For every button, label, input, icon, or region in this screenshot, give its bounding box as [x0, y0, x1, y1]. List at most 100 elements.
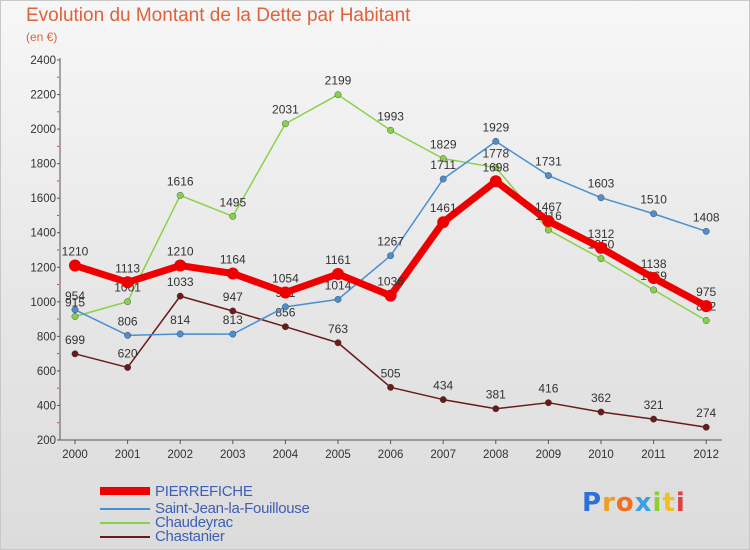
data-label-chastanier: 620	[118, 346, 138, 360]
x-tick-label: 2005	[325, 449, 351, 461]
data-label-pierrefiche: 1164	[220, 252, 246, 266]
data-point-pierrefiche	[384, 289, 397, 302]
data-point-pierrefiche	[174, 259, 187, 272]
data-label-saint-jean-la-fouillouse: 1711	[430, 158, 456, 172]
data-point-chaudeyrac	[545, 226, 552, 234]
data-label-saint-jean-la-fouillouse: 1731	[535, 155, 562, 169]
logo-letter: P	[582, 488, 603, 518]
legend-label-chaudeyrac: Chaudeyrac	[155, 514, 233, 531]
data-point-chaudeyrac	[281, 120, 289, 128]
data-point-pierrefiche	[542, 215, 555, 228]
data-label-chastanier: 434	[433, 379, 453, 393]
x-tick-label: 2012	[693, 449, 719, 461]
data-point-pierrefiche	[226, 267, 239, 280]
data-point-chastanier	[702, 423, 710, 431]
data-label-chaudeyrac: 915	[65, 296, 85, 310]
data-label-pierrefiche: 1698	[482, 160, 509, 174]
data-point-saint-jean-la-fouillouse	[71, 306, 79, 314]
legend-swatch-saint-jean	[100, 508, 150, 510]
legend-label-chastanier: Chastanier	[155, 528, 225, 545]
data-label-pierrefiche: 1210	[167, 245, 194, 259]
logo-letter: i	[652, 488, 663, 518]
y-tick-label: 800	[37, 331, 56, 343]
data-point-chaudeyrac	[124, 298, 132, 306]
data-label-chaudeyrac: 2031	[272, 103, 299, 117]
data-point-saint-jean-la-fouillouse	[439, 175, 447, 183]
legend-item-saint-jean: Saint-Jean-la-Fouillouse	[100, 500, 400, 517]
data-point-chaudeyrac	[439, 155, 447, 163]
data-label-pierrefiche: 1461	[430, 201, 457, 215]
x-tick-label: 2004	[273, 449, 299, 461]
chart-subtitle: (en €)	[26, 30, 58, 44]
data-label-saint-jean-la-fouillouse: 814	[170, 313, 190, 327]
data-point-chastanier	[281, 323, 289, 331]
data-label-chaudeyrac: 1778	[482, 146, 509, 160]
y-tick-label: 1200	[30, 262, 56, 274]
data-label-pierrefiche: 1138	[641, 257, 667, 271]
logo-letter: o	[615, 488, 635, 518]
data-point-pierrefiche	[332, 268, 344, 281]
y-tick-label: 2400	[30, 55, 56, 67]
x-tick-label: 2009	[536, 449, 562, 461]
y-tick-label: 1400	[30, 228, 56, 240]
data-label-pierrefiche: 1036	[377, 275, 404, 289]
legend-label-pierrefiche: PIERREFICHE	[155, 483, 253, 500]
data-label-pierrefiche: 1054	[272, 271, 299, 285]
data-point-chastanier	[387, 383, 394, 391]
y-tick-label: 1600	[30, 193, 56, 205]
data-point-saint-jean-la-fouillouse	[597, 194, 605, 202]
chart-title: Evolution du Montant de la Dette par Hab…	[26, 5, 411, 26]
legend-item-pierrefiche: PIERREFICHE	[100, 483, 400, 500]
legend-swatch-chaudeyrac	[100, 522, 150, 524]
data-label-chastanier: 505	[381, 366, 401, 380]
data-point-pierrefiche	[121, 276, 134, 289]
data-point-pierrefiche	[489, 175, 502, 188]
data-point-chaudeyrac	[176, 192, 184, 199]
data-point-chaudeyrac	[702, 317, 710, 324]
x-tick-label: 2008	[483, 449, 509, 461]
data-point-pierrefiche	[279, 286, 292, 299]
legend-swatch-pierrefiche	[100, 487, 150, 495]
logo-letter: t	[662, 488, 676, 518]
y-tick-label: 1800	[30, 159, 56, 171]
data-point-saint-jean-la-fouillouse	[702, 227, 710, 235]
data-label-chaudeyrac: 1616	[167, 174, 194, 188]
data-label-saint-jean-la-fouillouse: 954	[65, 289, 85, 303]
legend-label-saint-jean: Saint-Jean-la-Fouillouse	[155, 500, 310, 517]
y-tick-label: 600	[37, 366, 56, 378]
data-point-saint-jean-la-fouillouse	[650, 210, 657, 218]
y-tick-label: 1000	[30, 297, 56, 309]
logo-letter: i	[675, 488, 686, 518]
data-label-chastanier: 699	[65, 333, 85, 347]
data-label-saint-jean-la-fouillouse: 813	[223, 313, 243, 327]
data-point-chastanier	[334, 339, 342, 347]
data-label-chastanier: 947	[223, 290, 243, 304]
data-label-saint-jean-la-fouillouse: 806	[118, 314, 138, 328]
x-tick-label: 2001	[115, 449, 141, 461]
data-point-saint-jean-la-fouillouse	[545, 172, 552, 179]
data-point-chastanier	[71, 350, 79, 358]
data-point-pierrefiche	[69, 259, 81, 272]
data-point-pierrefiche	[700, 300, 713, 313]
legend-item-chastanier: Chastanier	[100, 528, 400, 545]
x-tick-label: 2010	[588, 449, 614, 461]
legend-swatch-chastanier	[100, 536, 150, 538]
data-label-saint-jean-la-fouillouse: 1014	[325, 278, 352, 292]
data-point-pierrefiche	[437, 216, 450, 229]
data-point-chastanier	[176, 292, 184, 300]
data-point-chastanier	[229, 307, 237, 315]
x-tick-label: 2002	[167, 449, 193, 461]
data-point-saint-jean-la-fouillouse	[229, 330, 237, 338]
data-point-chastanier	[124, 364, 132, 371]
data-label-saint-jean-la-fouillouse: 1510	[640, 193, 667, 207]
data-label-pierrefiche: 975	[696, 285, 716, 299]
data-point-chaudeyrac	[387, 126, 394, 134]
data-point-chastanier	[597, 408, 605, 416]
data-point-saint-jean-la-fouillouse	[176, 330, 184, 338]
data-label-chastanier: 274	[696, 406, 716, 420]
x-tick-label: 2007	[430, 449, 456, 461]
data-point-chaudeyrac	[71, 313, 79, 320]
data-label-saint-jean-la-fouillouse: 1929	[482, 120, 509, 134]
